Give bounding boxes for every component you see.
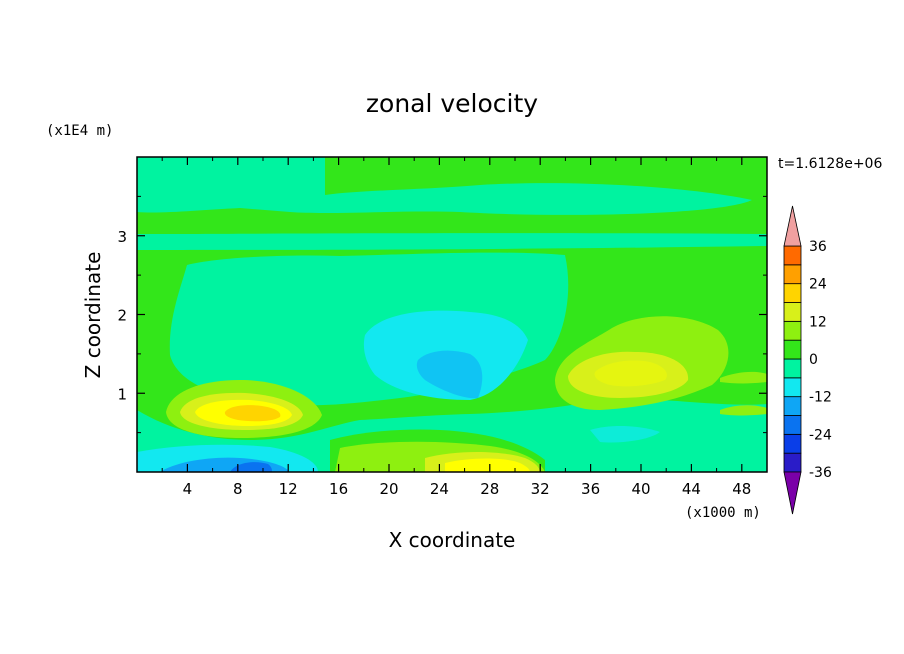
colorbar-box	[783, 415, 802, 435]
colorbar-box	[783, 433, 802, 454]
contour-right-strip-2	[720, 371, 767, 384]
colorbar-box	[783, 283, 802, 303]
colorbar-label: 36	[809, 239, 827, 255]
colorbar-box	[783, 339, 802, 360]
x-tick-label: 16	[329, 480, 348, 498]
x-tick-label: 36	[581, 480, 600, 498]
colorbar-box	[783, 452, 802, 473]
colorbar-label: 12	[809, 314, 827, 330]
contour-bottom-max-core	[445, 458, 530, 472]
y-tick-label: 3	[117, 228, 127, 246]
colorbar-label: -36	[809, 465, 832, 481]
y-axis-unit: (x1E4 m)	[46, 123, 113, 139]
x-axis-unit: (x1000 m)	[685, 505, 761, 521]
contour-bottom-min-core	[230, 462, 272, 472]
y-axis: 1 2 3	[117, 195, 767, 434]
contour-field	[137, 157, 767, 472]
x-tick-label: 32	[531, 480, 550, 498]
colorbar-box	[783, 245, 802, 266]
colorbar-label: -12	[809, 390, 832, 406]
x-tick-label: 24	[430, 480, 449, 498]
contour-right-neg	[590, 426, 660, 443]
x-tick-label: 12	[279, 480, 298, 498]
colorbar-box	[783, 320, 802, 341]
contour-right-max-2	[568, 351, 689, 398]
colorbar-extend-top	[783, 205, 802, 247]
colorbar-box	[783, 396, 802, 416]
contour-left-max-core	[224, 405, 281, 422]
x-axis-label: X coordinate	[389, 528, 516, 552]
colorbar-box	[783, 377, 802, 398]
contour-upper-cyan	[137, 157, 752, 215]
x-tick-label: 48	[732, 480, 751, 498]
x-axis: 4 8 12 16 20 24 28 32 36 40 44 48	[161, 157, 751, 498]
contour-negative-mid	[416, 350, 483, 399]
x-tick-label: 4	[183, 480, 193, 498]
colorbar-box	[783, 358, 802, 379]
colorbar-box	[783, 302, 802, 322]
time-label: t=1.6128e+06	[778, 156, 882, 172]
colorbar-box	[783, 264, 802, 285]
x-tick-label: 40	[631, 480, 650, 498]
y-axis-label: Z coordinate	[81, 252, 105, 379]
colorbar-label: 0	[809, 352, 818, 368]
colorbar-label: -24	[809, 427, 832, 443]
x-tick-label: 8	[233, 480, 243, 498]
contour-right-max-core	[594, 360, 667, 387]
x-tick-label: 44	[682, 480, 701, 498]
y-tick-label: 1	[117, 385, 127, 403]
y-tick-label: 2	[117, 307, 127, 325]
x-tick-label: 20	[379, 480, 398, 498]
contour-band-z3	[137, 233, 767, 250]
chart-title: zonal velocity	[366, 89, 538, 118]
x-tick-label: 28	[480, 480, 499, 498]
colorbar-label: 24	[809, 277, 827, 293]
colorbar: 36 24 12 0 -12 -24 -36	[783, 205, 832, 515]
colorbar-extend-bottom	[783, 471, 802, 515]
contour-right-strip	[720, 405, 767, 416]
